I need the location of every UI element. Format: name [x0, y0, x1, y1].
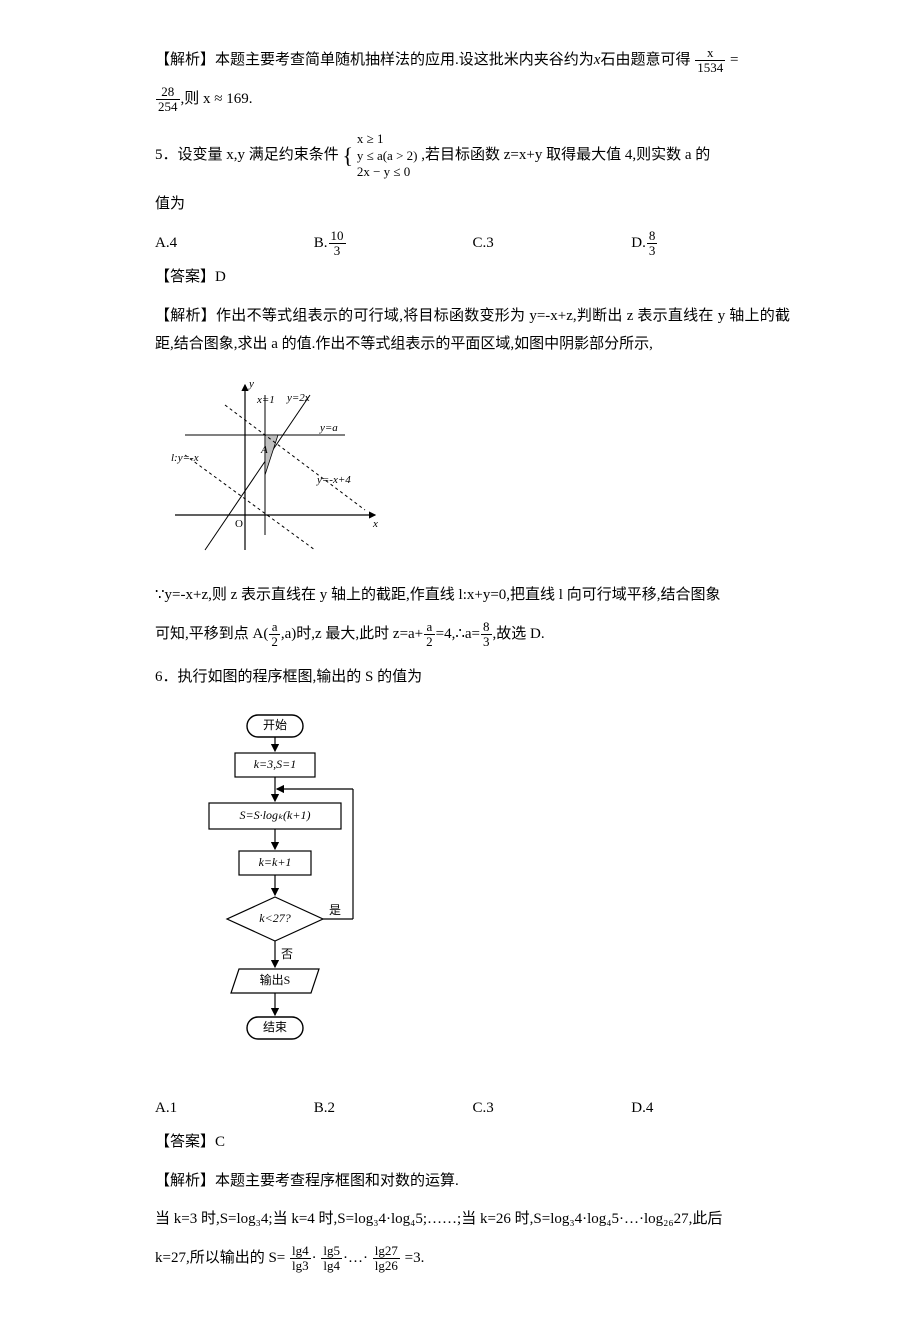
q6-stem: 6．执行如图的程序框图,输出的 S 的值为: [155, 663, 790, 692]
q6-optC: C.3: [473, 1094, 632, 1123]
q6-flowchart: 开始 k=3,S=1 S=S·logₖ(k+1) k=k+1 k<27? 是 否…: [185, 709, 385, 1069]
q5-feasible-region-diagram: y x O x=1 y=2x y=a A l:y=-x y=-x+4: [165, 375, 385, 555]
svg-text:S=S·logₖ(k+1): S=S·logₖ(k+1): [240, 808, 311, 822]
q5-optB: B.103: [314, 229, 473, 258]
q4-eq: =: [726, 52, 738, 68]
q4-explain-mid: 石由题意可得: [600, 52, 690, 68]
q6-optD: D.4: [631, 1094, 790, 1123]
q5-explain1: 【解析】作出不等式组表示的可行域,将目标函数变形为 y=-x+z,判断出 z 表…: [155, 302, 790, 359]
q5-explain2-l2: 可知,平移到点 A(a2,a)时,z 最大,此时 z=a+a2=4,∴a=83,…: [155, 620, 790, 649]
q4-explain-tail: ,则 x ≈ 169.: [181, 91, 253, 107]
svg-text:y=2x: y=2x: [286, 392, 310, 404]
svg-text:O: O: [235, 518, 243, 530]
svg-text:k=k+1: k=k+1: [259, 855, 292, 869]
q5-stem-line2: 值为: [155, 190, 790, 219]
q6-explain3: k=27,所以输出的 S= lg4lg3· lg5lg4·…· lg27lg26…: [155, 1244, 790, 1273]
q6-optB: B.2: [314, 1094, 473, 1123]
svg-text:k<27?: k<27?: [259, 911, 290, 925]
q6-answer: 【答案】C: [155, 1128, 790, 1157]
svg-text:否: 否: [281, 947, 293, 961]
q5-stem-pre: 5．设变量 x,y 满足约束条件: [155, 147, 339, 163]
svg-text:开始: 开始: [263, 718, 287, 732]
svg-text:k=3,S=1: k=3,S=1: [254, 757, 297, 771]
q6-explain1: 【解析】本题主要考查程序框图和对数的运算.: [155, 1167, 790, 1196]
q5-optC: C.3: [473, 229, 632, 258]
q5-cond3: 2x − y ≤ 0: [357, 164, 418, 180]
svg-text:输出S: 输出S: [260, 972, 291, 987]
q6-explain2: 当 k=3 时,S=log₃4;当 k=4 时,S=log₃4·log₄5;………: [155, 1205, 790, 1234]
q6-optA: A.1: [155, 1094, 314, 1123]
q4-frac2: 28254: [156, 85, 180, 113]
q5-explain2-l1: ∵y=-x+z,则 z 表示直线在 y 轴上的截距,作直线 l:x+y=0,把直…: [155, 581, 790, 610]
svg-text:y=a: y=a: [319, 422, 338, 434]
q4-frac1: x1534: [695, 46, 725, 74]
q5-optD: D.83: [631, 229, 790, 258]
svg-text:结束: 结束: [263, 1020, 287, 1034]
q5-optA: A.4: [155, 229, 314, 258]
q5-cond1: x ≥ 1: [357, 131, 418, 147]
q5-answer: 【答案】D: [155, 263, 790, 292]
svg-text:l:y=-x: l:y=-x: [171, 452, 199, 464]
svg-text:y: y: [248, 378, 254, 390]
svg-text:x: x: [372, 518, 378, 530]
q4-explain-pre: 【解析】本题主要考查简单随机抽样法的应用.设这批米内夹谷约为: [155, 52, 594, 68]
svg-text:x=1: x=1: [256, 394, 275, 406]
q5-cond2: y ≤ a(a > 2): [357, 148, 418, 164]
svg-text:y=-x+4: y=-x+4: [316, 474, 351, 486]
svg-text:是: 是: [329, 903, 341, 917]
svg-text:A: A: [260, 444, 268, 456]
q5-stem-post: ,若目标函数 z=x+y 取得最大值 4,则实数 a 的: [421, 147, 710, 163]
